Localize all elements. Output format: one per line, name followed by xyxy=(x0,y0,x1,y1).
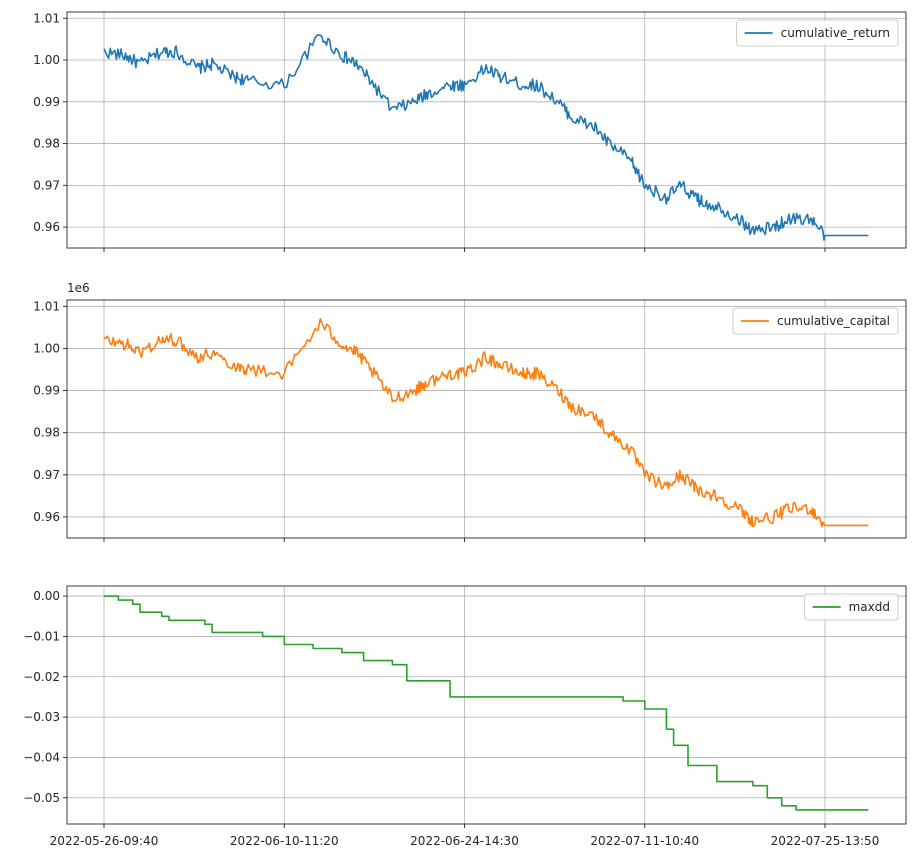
legend-label: maxdd xyxy=(849,600,890,614)
series-line-cumulative-capital xyxy=(103,317,869,528)
x-tick-label: 2022-06-10-11:20 xyxy=(230,834,339,848)
y-tick-label: −0.01 xyxy=(23,629,60,643)
y-tick-label: 0.98 xyxy=(33,137,60,151)
subplot-maxdd: 0.00 −0.01 −0.02 −0.03 −0.04 −0.05 2022-05-26-… xyxy=(23,585,907,848)
y-tick-label: −0.03 xyxy=(23,710,60,724)
legend-box xyxy=(736,19,899,47)
axes-frame xyxy=(66,11,907,249)
grid xyxy=(67,12,906,248)
axes-frame xyxy=(66,585,907,825)
y-tick-label: −0.05 xyxy=(23,791,60,805)
y-tick-label: 0.97 xyxy=(33,178,60,192)
y-tick-label: 0.97 xyxy=(33,468,60,482)
legend: cumulative_return xyxy=(736,19,899,47)
legend-box xyxy=(732,307,899,335)
y-tick-label: 0.96 xyxy=(33,510,60,524)
y-tick-label: 1.01 xyxy=(33,299,60,313)
y-tick-label: −0.04 xyxy=(23,750,60,764)
x-tick-label: 2022-07-11-10:40 xyxy=(590,834,699,848)
y-tick-label: 1.01 xyxy=(33,11,60,25)
series-line-cumulative-return xyxy=(103,33,869,241)
x-tick-label: 2022-07-25-13:50 xyxy=(771,834,880,848)
y-tick-label: 0.96 xyxy=(33,220,60,234)
y-tick-label: 0.99 xyxy=(33,384,60,398)
legend-box xyxy=(804,593,899,621)
legend-label: cumulative_return xyxy=(781,26,890,40)
grid xyxy=(67,300,906,538)
subplot-cumulative-return: 0.96 0.97 0.98 0.99 1.00 1.01 cumulative_retur… xyxy=(33,11,907,252)
grid xyxy=(67,586,906,824)
y-tick-label: 0.98 xyxy=(33,426,60,440)
y-tick-label: 0.99 xyxy=(33,95,60,109)
series-line-maxdd xyxy=(104,595,869,811)
y-offset-text: 1e6 xyxy=(67,281,90,295)
y-tick-label: 0.00 xyxy=(33,589,60,603)
y-tick-label: 1.00 xyxy=(33,341,60,355)
legend-label: cumulative_capital xyxy=(777,314,890,328)
subplot-cumulative-capital: 0.96 0.97 0.98 0.99 1.00 1.01 1e6 cumulative_ca… xyxy=(33,281,907,542)
y-tick-label: 1.00 xyxy=(33,53,60,67)
axes-frame xyxy=(66,299,907,539)
x-tick-label: 2022-06-24-14:30 xyxy=(410,834,519,848)
y-tick-label: −0.02 xyxy=(23,670,60,684)
legend: maxdd xyxy=(804,593,899,621)
x-tick-label: 2022-05-26-09:40 xyxy=(50,834,159,848)
legend: cumulative_capital xyxy=(732,307,899,335)
